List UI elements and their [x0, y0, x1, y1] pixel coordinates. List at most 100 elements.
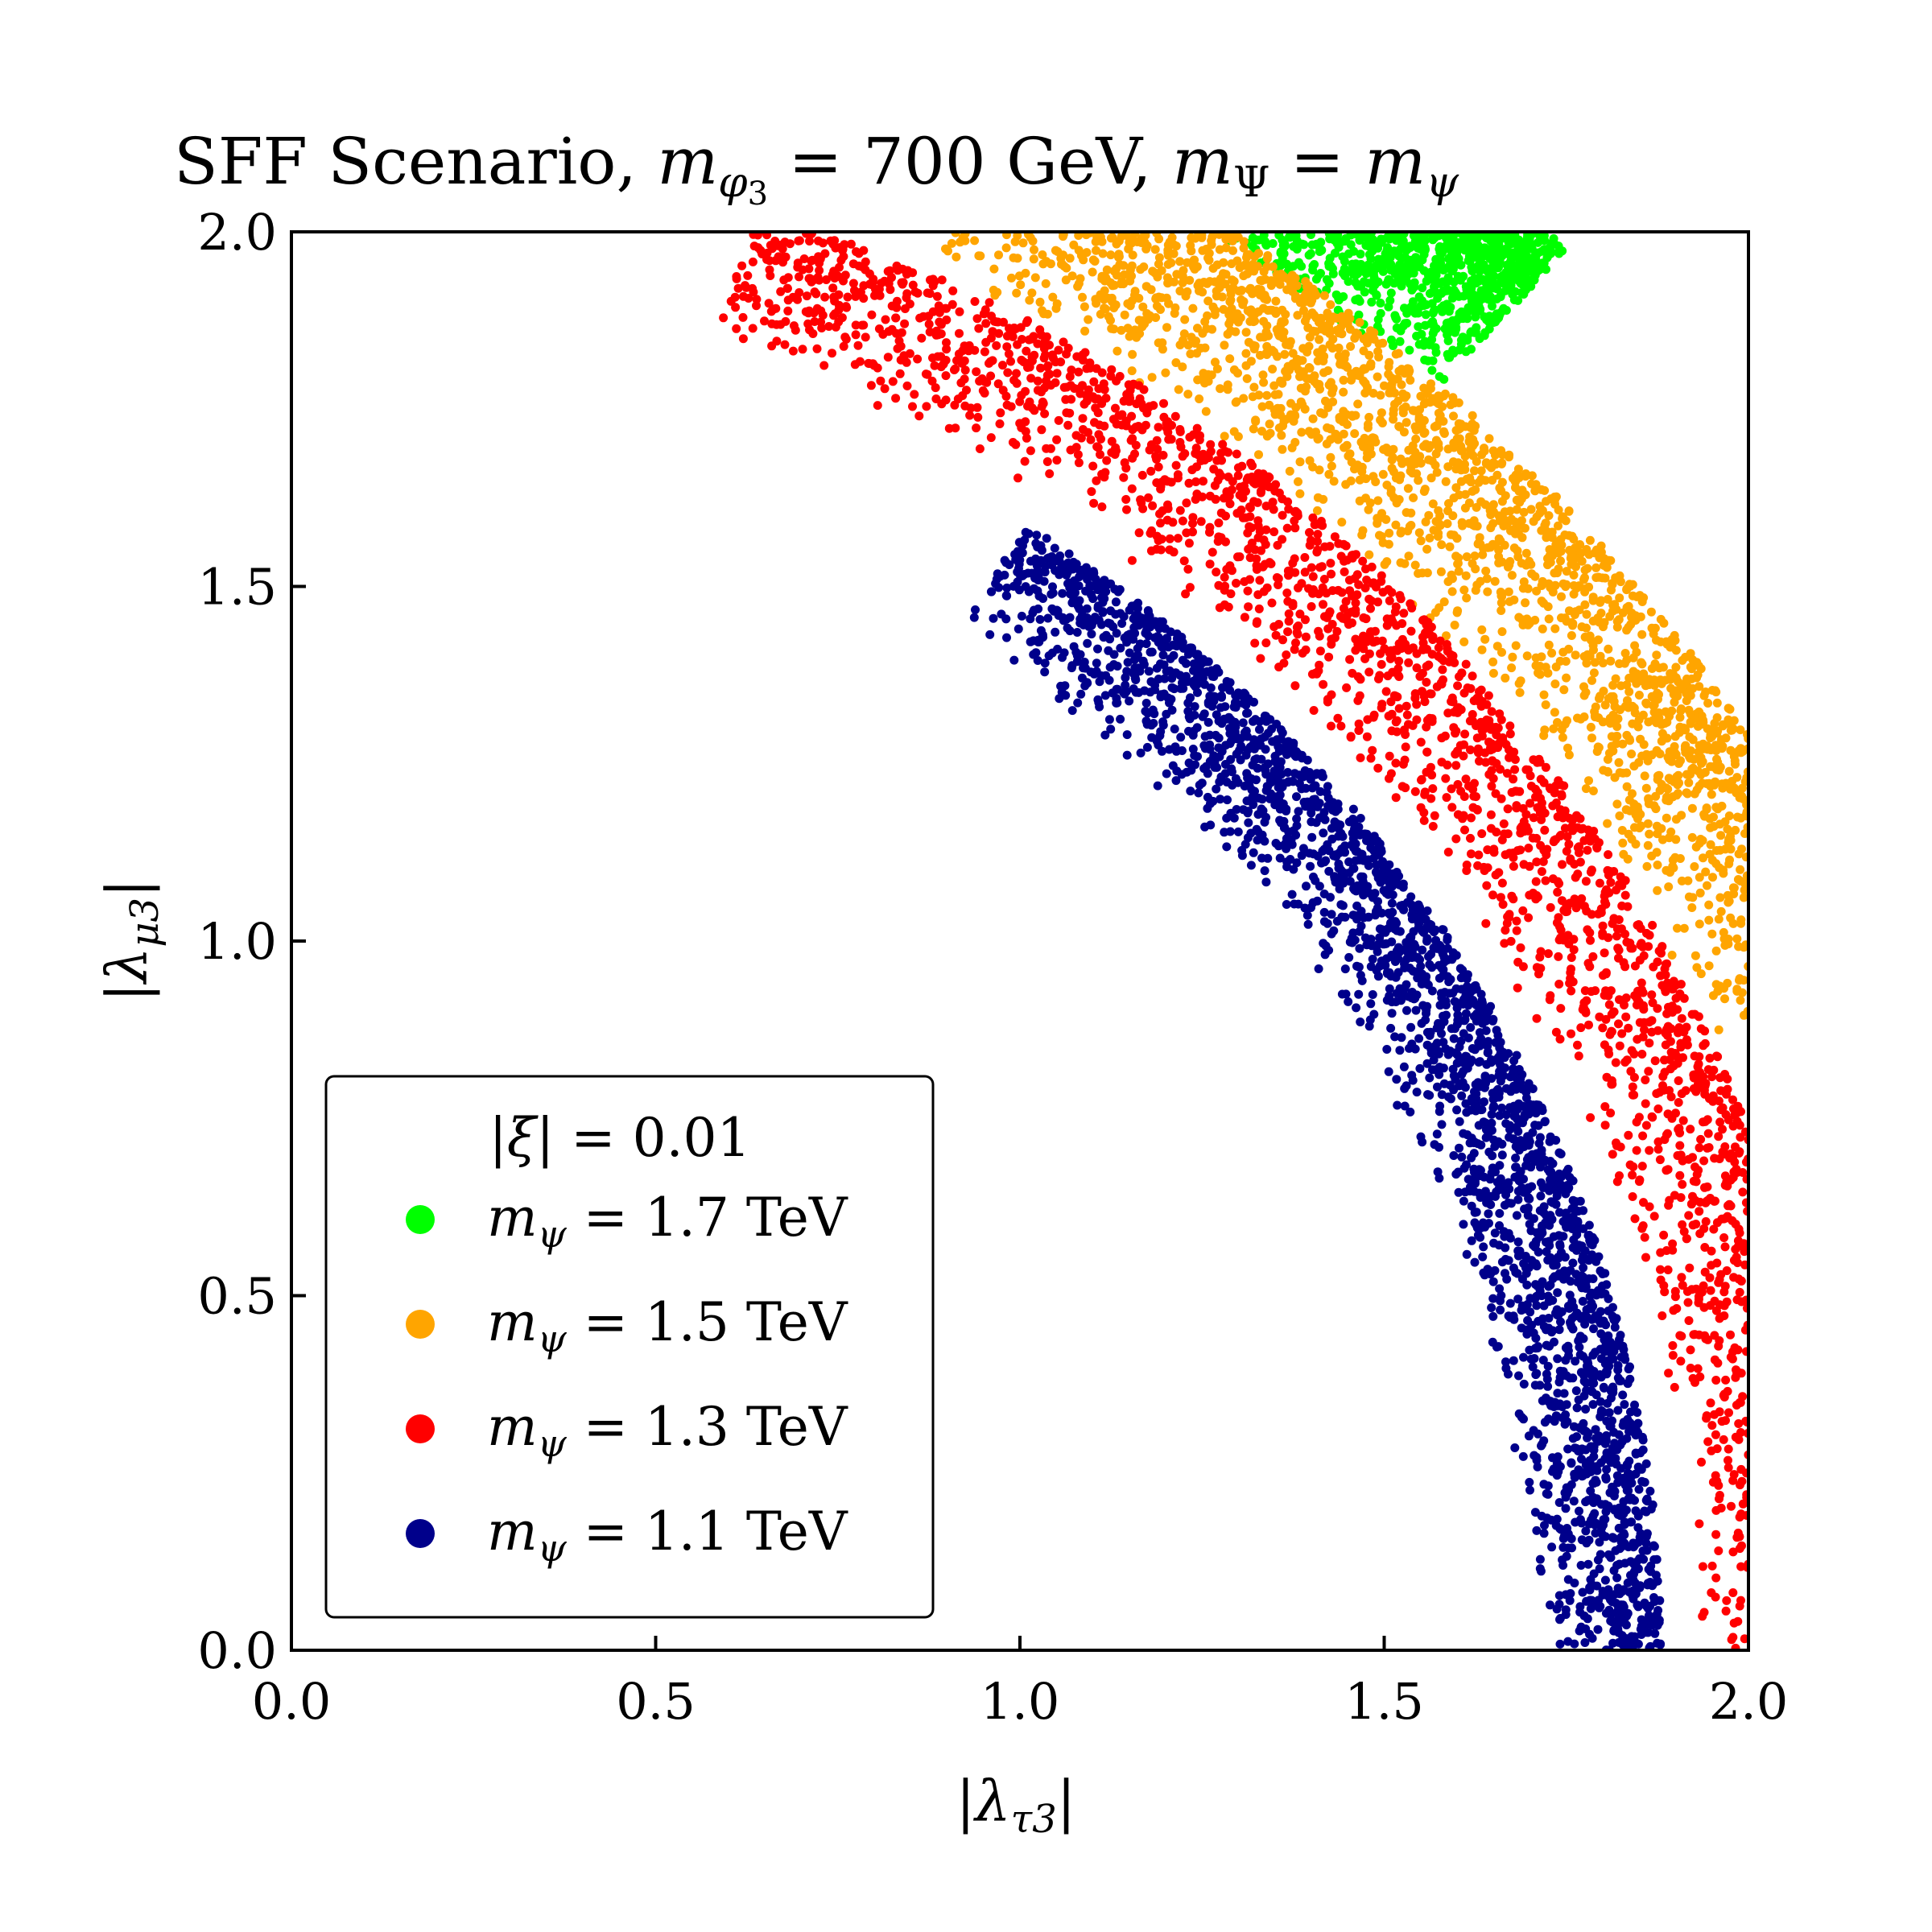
data-point: [1434, 408, 1443, 418]
data-point: [1635, 1175, 1645, 1185]
data-point: [1483, 587, 1492, 597]
data-point: [1012, 369, 1021, 378]
data-point: [1185, 432, 1195, 442]
data-point: [1424, 510, 1434, 520]
data-point: [1573, 1040, 1582, 1050]
data-point: [1178, 362, 1187, 372]
data-point: [1153, 272, 1162, 282]
data-point: [1730, 1158, 1740, 1167]
data-point: [1720, 994, 1729, 1004]
data-point: [1499, 521, 1509, 530]
data-point: [1482, 700, 1492, 709]
data-point: [1544, 614, 1554, 624]
data-point: [1025, 362, 1034, 372]
data-point: [1647, 664, 1657, 673]
data-point: [1377, 576, 1386, 586]
data-point: [1549, 724, 1558, 733]
data-point: [1175, 506, 1185, 515]
data-point: [1516, 824, 1525, 833]
data-point: [812, 344, 822, 353]
data-point: [972, 367, 981, 377]
data-point: [1371, 477, 1381, 486]
data-point: [1473, 254, 1483, 263]
data-point: [1406, 262, 1416, 272]
data-point: [1659, 1281, 1669, 1290]
data-point: [1226, 290, 1236, 299]
data-point: [785, 239, 795, 249]
data-point: [1590, 658, 1600, 667]
data-point: [1521, 285, 1531, 295]
data-point: [1410, 560, 1420, 570]
data-point: [1381, 687, 1391, 696]
data-point: [1220, 581, 1230, 591]
data-point: [1459, 751, 1468, 761]
data-point: [1313, 545, 1323, 555]
data-point: [1233, 552, 1242, 562]
data-point: [1569, 570, 1579, 580]
data-point: [1662, 1130, 1671, 1140]
data-point: [1595, 694, 1604, 704]
data-point: [1497, 477, 1507, 487]
data-point: [1740, 886, 1748, 895]
data-point: [1324, 258, 1334, 268]
data-point: [1385, 596, 1394, 605]
data-point: [1526, 782, 1536, 791]
data-point: [1572, 584, 1582, 592]
data-point: [878, 329, 888, 339]
data-point: [1389, 341, 1397, 350]
data-point: [1524, 275, 1534, 285]
data-point: [1601, 899, 1611, 909]
data-point: [1091, 237, 1100, 246]
data-point: [1404, 551, 1414, 561]
data-point: [1684, 892, 1694, 902]
data-point: [1095, 420, 1104, 430]
data-point: [1663, 1265, 1673, 1274]
data-point: [1171, 358, 1181, 367]
data-point: [1072, 352, 1082, 361]
data-point: [1222, 564, 1232, 574]
data-point: [1711, 1430, 1720, 1439]
data-point: [1017, 355, 1026, 365]
data-point: [1385, 295, 1395, 305]
data-point: [1623, 902, 1633, 911]
data-point: [1195, 436, 1204, 444]
data-point: [1513, 983, 1522, 993]
data-point: [1536, 964, 1546, 973]
data-point: [1598, 717, 1608, 727]
data-point: [719, 313, 729, 323]
series-1: [941, 232, 1748, 1034]
data-point: [1535, 952, 1545, 962]
data-point: [1529, 813, 1538, 823]
data-point: [1250, 638, 1260, 648]
data-point: [815, 275, 824, 285]
data-point: [1046, 444, 1055, 453]
data-point: [1566, 554, 1575, 563]
data-point: [1327, 721, 1335, 731]
data-point: [830, 236, 840, 246]
data-point: [1732, 812, 1742, 822]
data-point: [1358, 556, 1368, 566]
data-point: [1197, 233, 1207, 242]
data-point: [1306, 249, 1315, 258]
data-point: [1525, 618, 1534, 628]
data-point: [1308, 414, 1318, 423]
data-point: [1340, 257, 1349, 266]
data-point: [1733, 1528, 1743, 1538]
data-point: [1375, 513, 1385, 522]
data-point: [1369, 334, 1379, 344]
data-point: [1318, 521, 1327, 530]
data-point: [1581, 877, 1591, 886]
data-point: [1711, 980, 1721, 989]
data-point: [1633, 1034, 1642, 1044]
data-point: [1042, 457, 1052, 466]
data-point: [1418, 283, 1427, 293]
data-point: [1616, 1142, 1625, 1152]
data-point: [1001, 243, 1011, 253]
data-point: [1516, 676, 1525, 686]
data-point: [970, 236, 980, 246]
data-point: [1670, 1049, 1680, 1058]
data-point: [1330, 249, 1340, 258]
data-point: [1256, 285, 1265, 295]
data-point: [1724, 898, 1733, 907]
data-point: [1428, 822, 1438, 831]
